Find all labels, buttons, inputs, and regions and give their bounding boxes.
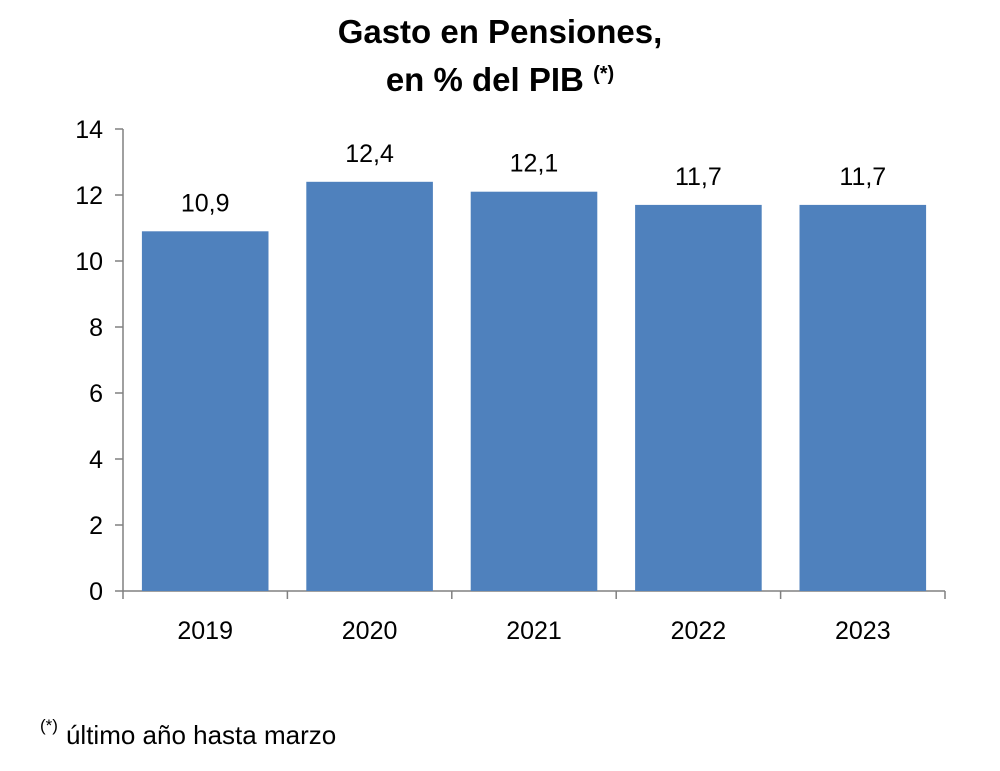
x-axis: 2019 2020 2021 2022 2023 — [122, 590, 946, 645]
bar-chart: 0 2 4 6 8 10 12 14 2019 2020 2021 2022 2023 10,9 12,… — [75, 116, 946, 645]
x-tick-label: 2023 — [835, 617, 891, 645]
bar — [635, 204, 762, 591]
chart-title-line2-text: en % del PIB — [385, 61, 584, 98]
bar — [799, 204, 927, 591]
footnote-mark: (*) — [40, 716, 58, 735]
value-labels: 10,9 12,4 12,1 11,7 11,7 — [181, 140, 886, 218]
data-label: 12,1 — [510, 150, 559, 178]
bar — [141, 231, 269, 592]
bars — [141, 181, 927, 592]
y-tick-label: 6 — [89, 380, 103, 408]
y-tick-label: 10 — [75, 248, 103, 276]
y-tick-label: 0 — [89, 578, 103, 606]
y-axis: 0 2 4 6 8 10 12 14 — [75, 116, 124, 606]
chart-title-line1: Gasto en Pensiones, — [337, 13, 663, 50]
x-tick-label: 2021 — [506, 617, 562, 645]
x-tick-label: 2020 — [342, 617, 398, 645]
chart-title-mark: (*) — [593, 63, 615, 85]
data-label: 11,7 — [675, 163, 722, 191]
bar — [306, 181, 433, 592]
footnote: (*) último año hasta marzo — [40, 716, 337, 751]
y-tick-label: 2 — [89, 512, 103, 540]
x-tick-label: 2022 — [671, 617, 727, 645]
y-tick-label: 14 — [75, 116, 103, 144]
y-tick-label: 8 — [89, 314, 103, 342]
bar — [470, 191, 598, 591]
data-label: 11,7 — [839, 163, 886, 191]
data-label: 12,4 — [345, 140, 394, 168]
footnote-text: último año hasta marzo — [65, 720, 337, 750]
data-label: 10,9 — [181, 189, 230, 217]
y-tick-label: 4 — [89, 446, 103, 474]
x-tick-label: 2019 — [177, 617, 233, 645]
y-tick-label: 12 — [75, 182, 103, 210]
chart-title-line2: en % del PIB (*) — [0, 56, 1000, 104]
chart-title: Gasto en Pensiones, en % del PIB (*) — [0, 8, 1000, 104]
